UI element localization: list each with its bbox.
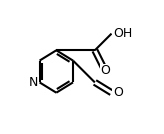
Text: OH: OH — [113, 27, 132, 40]
Text: O: O — [100, 64, 110, 77]
Text: O: O — [113, 86, 123, 99]
Text: N: N — [29, 76, 38, 89]
